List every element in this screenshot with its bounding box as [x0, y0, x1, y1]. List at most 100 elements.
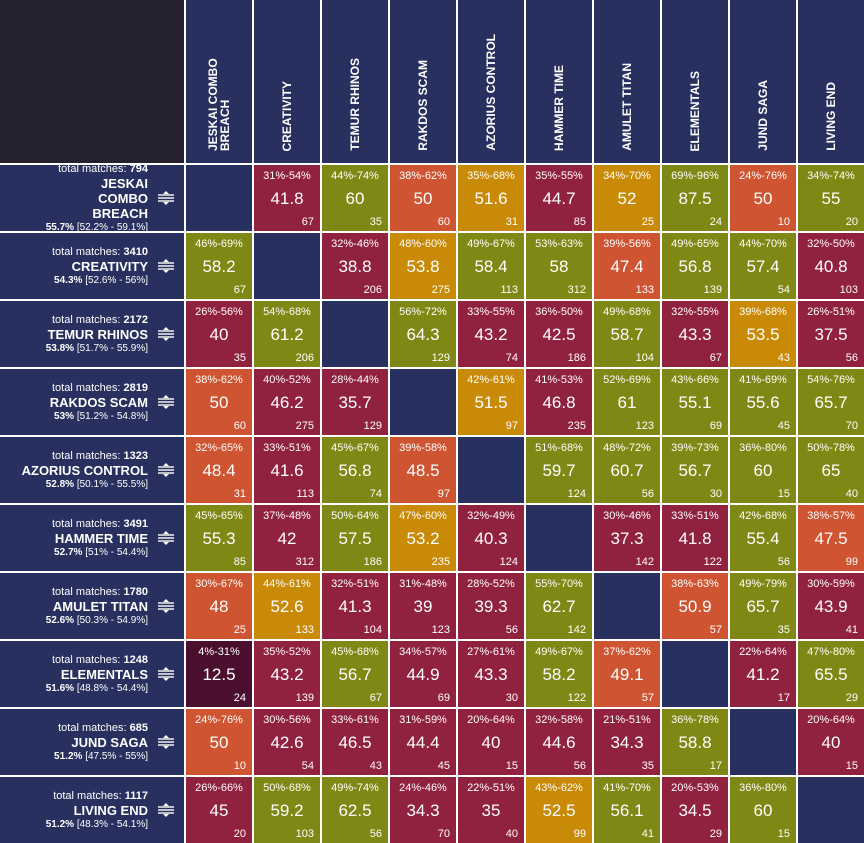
matchup-count: 17	[777, 692, 790, 704]
matchup-cell: 50%-64% 57.5 186	[322, 505, 388, 571]
matchup-count: 35	[777, 624, 790, 636]
matchup-range: 22%-51%	[467, 782, 515, 794]
matchup-winrate: 59.2	[270, 800, 304, 820]
matchup-range: 33%-51%	[263, 442, 311, 454]
matchup-range: 21%-51%	[603, 714, 651, 726]
win-rate-line: 53% [51.2% - 54.8%]	[50, 410, 148, 423]
matchup-count: 24	[233, 692, 246, 704]
matchup-range: 49%-65%	[671, 238, 719, 250]
matchup-range: 39%-73%	[671, 442, 719, 454]
matchup-range: 35%-68%	[467, 170, 515, 182]
column-header: TEMUR RHINOS	[322, 0, 388, 163]
total-matches-value: 1117	[124, 790, 148, 802]
matchup-count: 15	[845, 760, 858, 772]
row-header[interactable]: total matches: 1117 LIVING END 51.2% [48.3…	[0, 777, 184, 843]
row-header[interactable]: total matches: 2172 TEMUR RHINOS 53.8% [51…	[0, 301, 184, 367]
matchup-count: 70	[845, 420, 858, 432]
matchup-count: 124	[567, 488, 586, 500]
empty-cell	[322, 301, 388, 367]
matchup-winrate: 65.7	[746, 596, 780, 616]
sort-icon[interactable]	[158, 803, 174, 817]
sort-icon[interactable]	[158, 735, 174, 749]
matchup-winrate: 87.5	[678, 188, 712, 208]
matchup-count: 56	[777, 556, 790, 568]
matchup-range: 34%-57%	[399, 646, 447, 658]
matchup-cell: 49%-68% 58.7 104	[594, 301, 660, 367]
matchup-range: 38%-57%	[807, 510, 855, 522]
row-header[interactable]: total matches: 2819 RAKDOS SCAM 53% [51.2%…	[0, 369, 184, 435]
total-matches-label: total matches:	[51, 314, 121, 326]
row-header[interactable]: total matches: 3491 HAMMER TIME 52.7% [51%…	[0, 505, 184, 571]
matchup-range: 32%-49%	[467, 510, 515, 522]
matchup-cell: 53%-63% 58 312	[526, 233, 592, 299]
matchup-count: 74	[369, 488, 382, 500]
matchup-count: 57	[709, 624, 722, 636]
matchup-cell: 45%-65% 55.3 85	[186, 505, 252, 571]
matchup-count: 97	[505, 420, 518, 432]
matchup-range: 22%-64%	[739, 646, 787, 658]
matchup-cell: 49%-74% 62.5 56	[322, 777, 388, 843]
matchup-cell: 45%-68% 56.7 67	[322, 641, 388, 707]
column-header: ELEMENTALS	[662, 0, 728, 163]
matchup-count: 139	[703, 284, 722, 296]
total-matches-value: 1248	[123, 654, 148, 666]
sort-icon[interactable]	[158, 191, 174, 205]
row-info: total matches: 2172 TEMUR RHINOS 53.8% [51…	[46, 313, 148, 355]
win-rate-line: 54.3% [52.6% - 56%]	[52, 274, 148, 287]
matchup-range: 42%-68%	[739, 510, 787, 522]
matchup-winrate: 43.2	[270, 664, 304, 684]
matchup-range: 38%-63%	[671, 578, 719, 590]
matchup-cell: 54%-68% 61.2 206	[254, 301, 320, 367]
total-matches-label: total matches:	[51, 450, 121, 462]
sort-icon[interactable]	[158, 463, 174, 477]
sort-icon[interactable]	[158, 599, 174, 613]
matchup-winrate: 40.8	[814, 256, 848, 276]
matchup-cell: 49%-67% 58.4 113	[458, 233, 524, 299]
matchup-winrate: 62.5	[338, 800, 372, 820]
total-matches-value: 2172	[123, 314, 148, 326]
matchup-winrate: 55.3	[202, 528, 236, 548]
matchup-range: 48%-72%	[603, 442, 651, 454]
matchup-cell: 41%-69% 55.6 45	[730, 369, 796, 435]
matchup-range: 52%-69%	[603, 374, 651, 386]
deck-name: CREATIVITY	[71, 259, 148, 274]
matchup-winrate: 65	[821, 460, 841, 480]
row-header[interactable]: total matches: 1780 AMULET TITAN 52.6% [50…	[0, 573, 184, 639]
matchup-winrate: 46.5	[338, 732, 372, 752]
column-header-label: AMULET TITAN	[620, 63, 634, 151]
total-matches-value: 1323	[123, 450, 148, 462]
matchup-range: 50%-68%	[263, 782, 311, 794]
matchup-winrate: 52	[617, 188, 637, 208]
matchup-range: 42%-61%	[467, 374, 515, 386]
matchup-count: 186	[567, 352, 586, 364]
matchup-winrate: 58	[549, 256, 569, 276]
win-rate-interval: [51.7% - 55.9%]	[76, 343, 148, 354]
row-header[interactable]: total matches: 1248 ELEMENTALS 51.6% [48.8…	[0, 641, 184, 707]
matchup-range: 40%-52%	[263, 374, 311, 386]
matchup-cell: 30%-67% 48 25	[186, 573, 252, 639]
row-info: total matches: 1780 AMULET TITAN 52.6% [50…	[46, 585, 148, 627]
matchup-cell: 48%-72% 60.7 56	[594, 437, 660, 503]
matchup-range: 26%-51%	[807, 306, 855, 318]
row-header[interactable]: total matches: 1323 AZORIUS CONTROL 52.8% …	[0, 437, 184, 503]
matchup-range: 36%-80%	[739, 442, 787, 454]
sort-icon[interactable]	[158, 259, 174, 273]
row-header[interactable]: total matches: 685 JUND SAGA 51.2% [47.5% …	[0, 709, 184, 775]
matchup-range: 30%-46%	[603, 510, 651, 522]
row-header[interactable]: total matches: 794 JESKAI COMBO BREACH 55.…	[0, 163, 184, 233]
row-header[interactable]: total matches: 3410 CREATIVITY 54.3% [52.6…	[0, 233, 184, 299]
win-rate-value: 52.8%	[45, 479, 75, 490]
matchup-winrate: 34.5	[678, 800, 712, 820]
matchup-winrate: 50	[209, 732, 229, 752]
matchup-count: 133	[295, 624, 314, 636]
matchup-winrate: 52.5	[542, 800, 576, 820]
sort-icon[interactable]	[158, 531, 174, 545]
sort-icon[interactable]	[158, 395, 174, 409]
matchup-winrate: 58.2	[202, 256, 236, 276]
matchup-range: 31%-59%	[399, 714, 447, 726]
win-rate-line: 52.7% [51% - 54.4%]	[52, 546, 148, 559]
sort-icon[interactable]	[158, 667, 174, 681]
matchup-range: 43%-66%	[671, 374, 719, 386]
sort-icon[interactable]	[158, 327, 174, 341]
matchup-range: 32%-58%	[535, 714, 583, 726]
